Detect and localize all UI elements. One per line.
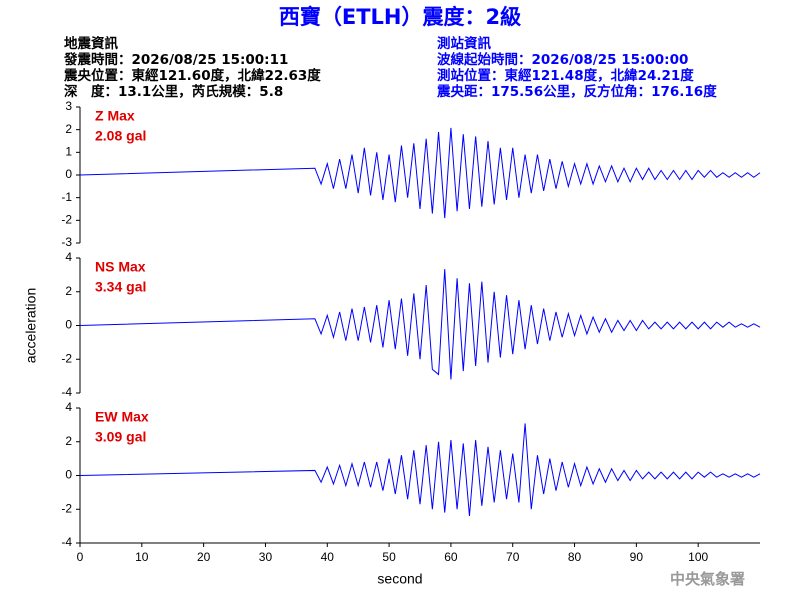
info-line: 波線起始時間：2026/08/25 15:00:00 — [437, 51, 688, 68]
waveform — [79, 269, 761, 380]
x-tick-label: 10 — [135, 550, 149, 564]
y-tick-label: 0 — [65, 468, 72, 482]
y-axis-label: acceleration — [23, 288, 39, 364]
x-tick-label: 20 — [197, 550, 211, 564]
y-tick-label: 0 — [65, 167, 72, 181]
annotation: 3.09 gal — [95, 429, 146, 445]
waveform — [79, 127, 761, 219]
y-tick-label: 2 — [65, 284, 72, 298]
y-tick-label: 0 — [65, 318, 72, 332]
x-tick-label: 70 — [506, 550, 520, 564]
waveform — [79, 423, 761, 517]
y-tick-label: -2 — [61, 213, 72, 227]
info-line: 測站位置：東經121.48度，北緯24.21度 — [437, 67, 694, 84]
y-tick-label: -4 — [61, 385, 72, 399]
info-line: 深 度：13.1公里，芮氏規模：5.8 — [64, 83, 283, 100]
y-tick-label: 2 — [65, 122, 72, 136]
y-tick-label: 4 — [65, 250, 72, 264]
y-tick-label: 4 — [65, 400, 72, 414]
info-line: 發震時間：2026/08/25 15:00:11 — [63, 51, 288, 68]
y-tick-label: -4 — [61, 535, 72, 549]
info-line: 震央距：175.56公里，反方位角：176.16度 — [436, 83, 717, 100]
annotation: Z Max — [95, 108, 135, 124]
x-tick-label: 0 — [77, 550, 84, 564]
footer: 中央氣象署 — [670, 570, 745, 588]
y-tick-label: -2 — [61, 501, 72, 515]
annotation: 2.08 gal — [95, 128, 146, 144]
y-tick-label: 2 — [65, 434, 72, 448]
annotation: EW Max — [95, 409, 149, 425]
title: 西寶（ETLH）震度：2級 — [279, 5, 521, 29]
annotation: 3.34 gal — [95, 279, 146, 295]
x-tick-label: 80 — [568, 550, 582, 564]
info-line: 地震資訊 — [64, 35, 118, 52]
y-tick-label: -2 — [61, 351, 72, 365]
y-tick-label: 3 — [65, 99, 72, 113]
x-tick-label: 30 — [259, 550, 273, 564]
annotation: NS Max — [95, 259, 146, 275]
y-tick-label: -3 — [61, 235, 72, 249]
x-tick-label: 40 — [321, 550, 335, 564]
y-tick-label: -1 — [61, 190, 72, 204]
x-tick-label: 100 — [688, 550, 708, 564]
x-axis-label: second — [377, 571, 422, 587]
y-tick-label: 1 — [65, 145, 72, 159]
x-tick-label: 90 — [630, 550, 644, 564]
x-tick-label: 60 — [444, 550, 458, 564]
info-line: 震央位置：東經121.60度，北緯22.63度 — [63, 67, 321, 84]
x-tick-label: 50 — [382, 550, 396, 564]
info-line: 測站資訊 — [437, 35, 491, 52]
